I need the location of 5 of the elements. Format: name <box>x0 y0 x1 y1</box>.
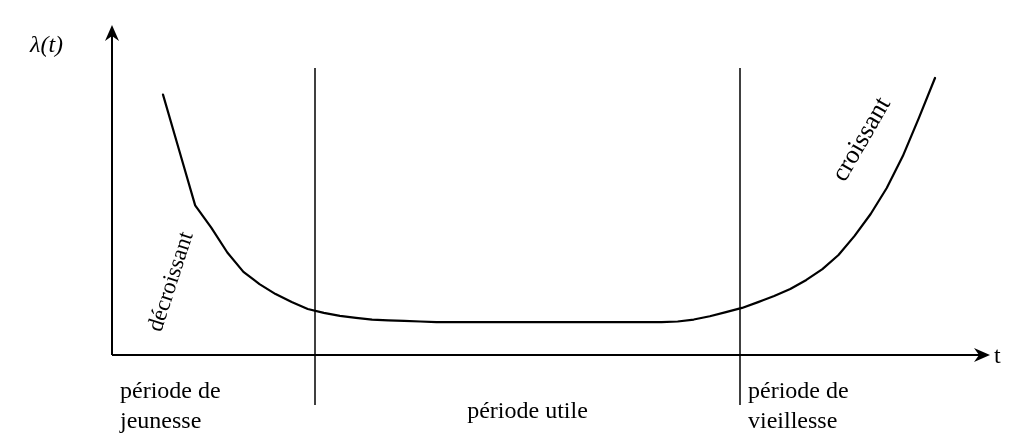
text: période de vieillesse <box>748 377 849 433</box>
text: période utile <box>467 397 588 423</box>
x-axis-title: t <box>994 342 1001 368</box>
y-axis-title: λ(t) <box>29 31 64 57</box>
text: période de jeunesse <box>119 377 221 433</box>
